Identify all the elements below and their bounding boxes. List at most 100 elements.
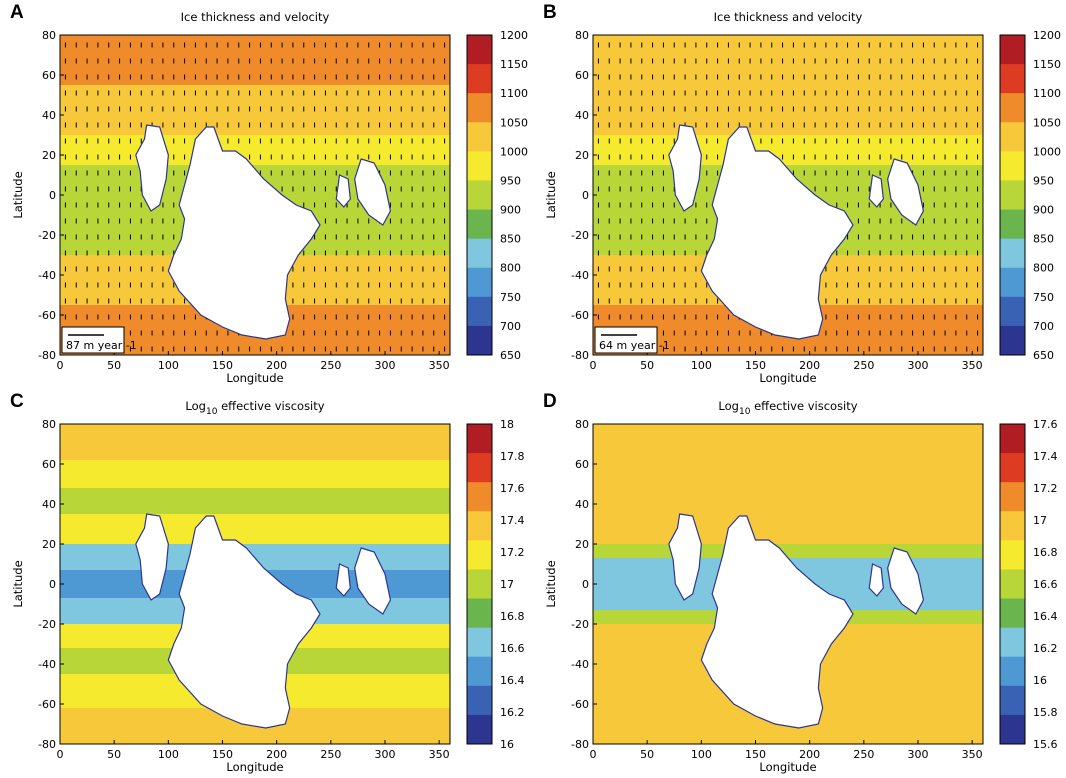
- colorbar-swatch: [1000, 627, 1025, 658]
- continent-mask: [167, 515, 321, 729]
- colorbar-swatch: [1000, 511, 1025, 541]
- colorbar-swatch: [467, 627, 492, 658]
- colorbar-swatch: [1000, 93, 1025, 123]
- y-tick-label: 60: [575, 69, 589, 82]
- y-tick-label: 60: [575, 458, 589, 471]
- panel-d: D Log10 effective viscosity 80 60 40 20 0 -20…: [533, 389, 1066, 778]
- y-tick-label: -40: [571, 658, 589, 671]
- colorbar-tick-label: 16.2: [1033, 642, 1058, 655]
- panel-c: C Log10 effective viscosity 80 60 40 20 0 -20…: [0, 389, 533, 778]
- y-tick-label: -60: [571, 309, 589, 322]
- colorbar-tick-label: 1150: [1033, 58, 1061, 71]
- x-tick-label: 350: [962, 748, 983, 761]
- colorbar-tick-label: 850: [500, 233, 521, 246]
- y-tick-label: -80: [38, 738, 56, 751]
- x-tick-label: 0: [590, 359, 597, 372]
- x-tick-label: 150: [212, 359, 233, 372]
- colorbar-tick-label: 850: [1033, 233, 1054, 246]
- colorbar-tick-label: 17.8: [500, 450, 525, 463]
- field-band: [593, 135, 983, 165]
- colorbar-swatch: [467, 325, 492, 356]
- x-tick-label: 350: [429, 359, 450, 372]
- colorbar-tick-label: 18: [500, 418, 514, 431]
- colorbar-tick-label: 700: [1033, 320, 1054, 333]
- chart-title: Log10 effective viscosity: [185, 399, 325, 417]
- island-mask: [354, 158, 392, 226]
- x-axis-label: Longitude: [226, 371, 283, 385]
- y-tick-label: 0: [49, 578, 56, 591]
- colorbar-swatch: [1000, 151, 1025, 181]
- colorbar-swatch: [1000, 35, 1025, 65]
- island-mask: [354, 547, 392, 615]
- y-tick-label: -20: [571, 618, 589, 631]
- y-tick-label: 80: [42, 29, 56, 42]
- colorbar-tick-label: 1050: [500, 116, 528, 129]
- colorbar-tick-label: 1000: [500, 145, 528, 158]
- colorbar-swatch: [1000, 453, 1025, 483]
- continent-mask: [700, 126, 854, 340]
- y-tick-label: -80: [38, 349, 56, 362]
- colorbar-swatch: [1000, 267, 1025, 298]
- y-tick-label: 80: [575, 29, 589, 42]
- x-tick-label: 300: [908, 748, 929, 761]
- x-tick-label: 50: [640, 359, 654, 372]
- colorbar-swatch: [467, 482, 492, 512]
- chart-title: Ice thickness and velocity: [180, 10, 330, 24]
- colorbar-swatch: [1000, 238, 1025, 269]
- colorbar-swatch: [467, 656, 492, 687]
- colorbar-tick-label: 16: [500, 738, 514, 751]
- x-tick-label: 150: [212, 748, 233, 761]
- colorbar-tick-label: 16: [1033, 674, 1047, 687]
- x-axis-label: Longitude: [226, 760, 283, 774]
- x-tick-label: 250: [853, 748, 874, 761]
- colorbar-tick-label: 1200: [1033, 29, 1061, 42]
- colorbar-tick-label: 15.6: [1033, 738, 1058, 751]
- field-band: [593, 424, 983, 468]
- y-tick-label: -80: [571, 738, 589, 751]
- x-tick-label: 150: [745, 748, 766, 761]
- colorbar-swatch: [467, 453, 492, 483]
- x-tick-label: 100: [158, 748, 179, 761]
- continent-mask: [700, 515, 854, 729]
- y-tick-label: 0: [582, 189, 589, 202]
- y-tick-label: -40: [38, 658, 56, 671]
- colorbar-swatch: [467, 93, 492, 123]
- y-tick-label: 0: [582, 578, 589, 591]
- x-tick-label: 250: [853, 359, 874, 372]
- x-axis-label: Longitude: [759, 371, 816, 385]
- x-tick-label: 100: [691, 748, 712, 761]
- colorbar-swatch: [1000, 656, 1025, 687]
- colorbar-swatch: [1000, 424, 1025, 454]
- field-band: [60, 514, 450, 544]
- colorbar-frame: [999, 423, 1026, 745]
- panel-a: A Ice thickness and velocity 80 60 40 20 0 -2…: [0, 0, 533, 389]
- x-tick-label: 350: [429, 748, 450, 761]
- y-tick-label: 20: [575, 149, 589, 162]
- y-tick-label: 20: [575, 538, 589, 551]
- colorbar-tick-label: 17.4: [500, 514, 525, 527]
- colorbar-swatch: [467, 540, 492, 570]
- colorbar-swatch: [1000, 540, 1025, 570]
- colorbar-swatch: [467, 122, 492, 152]
- colorbar-tick-label: 16.6: [500, 642, 525, 655]
- colorbar-swatch: [1000, 714, 1025, 745]
- colorbar-tick-label: 16.2: [500, 706, 525, 719]
- field-band: [593, 468, 983, 524]
- island-mask: [668, 513, 702, 601]
- colorbar-tick-label: 1050: [1033, 116, 1061, 129]
- x-tick-label: 200: [266, 359, 287, 372]
- colorbar-tick-label: 950: [1033, 174, 1054, 187]
- y-tick-label: 40: [42, 109, 56, 122]
- velocity-scale-box: [594, 326, 658, 354]
- colorbar-tick-label: 16.8: [1033, 546, 1058, 559]
- x-tick-label: 100: [158, 359, 179, 372]
- colorbar-swatch: [467, 238, 492, 269]
- y-tick-label: 40: [575, 109, 589, 122]
- island-mask: [668, 124, 702, 212]
- field-band: [60, 85, 450, 135]
- x-tick-label: 300: [375, 359, 396, 372]
- x-tick-label: 300: [375, 748, 396, 761]
- x-axis-label: Longitude: [759, 760, 816, 774]
- y-tick-label: 80: [575, 418, 589, 431]
